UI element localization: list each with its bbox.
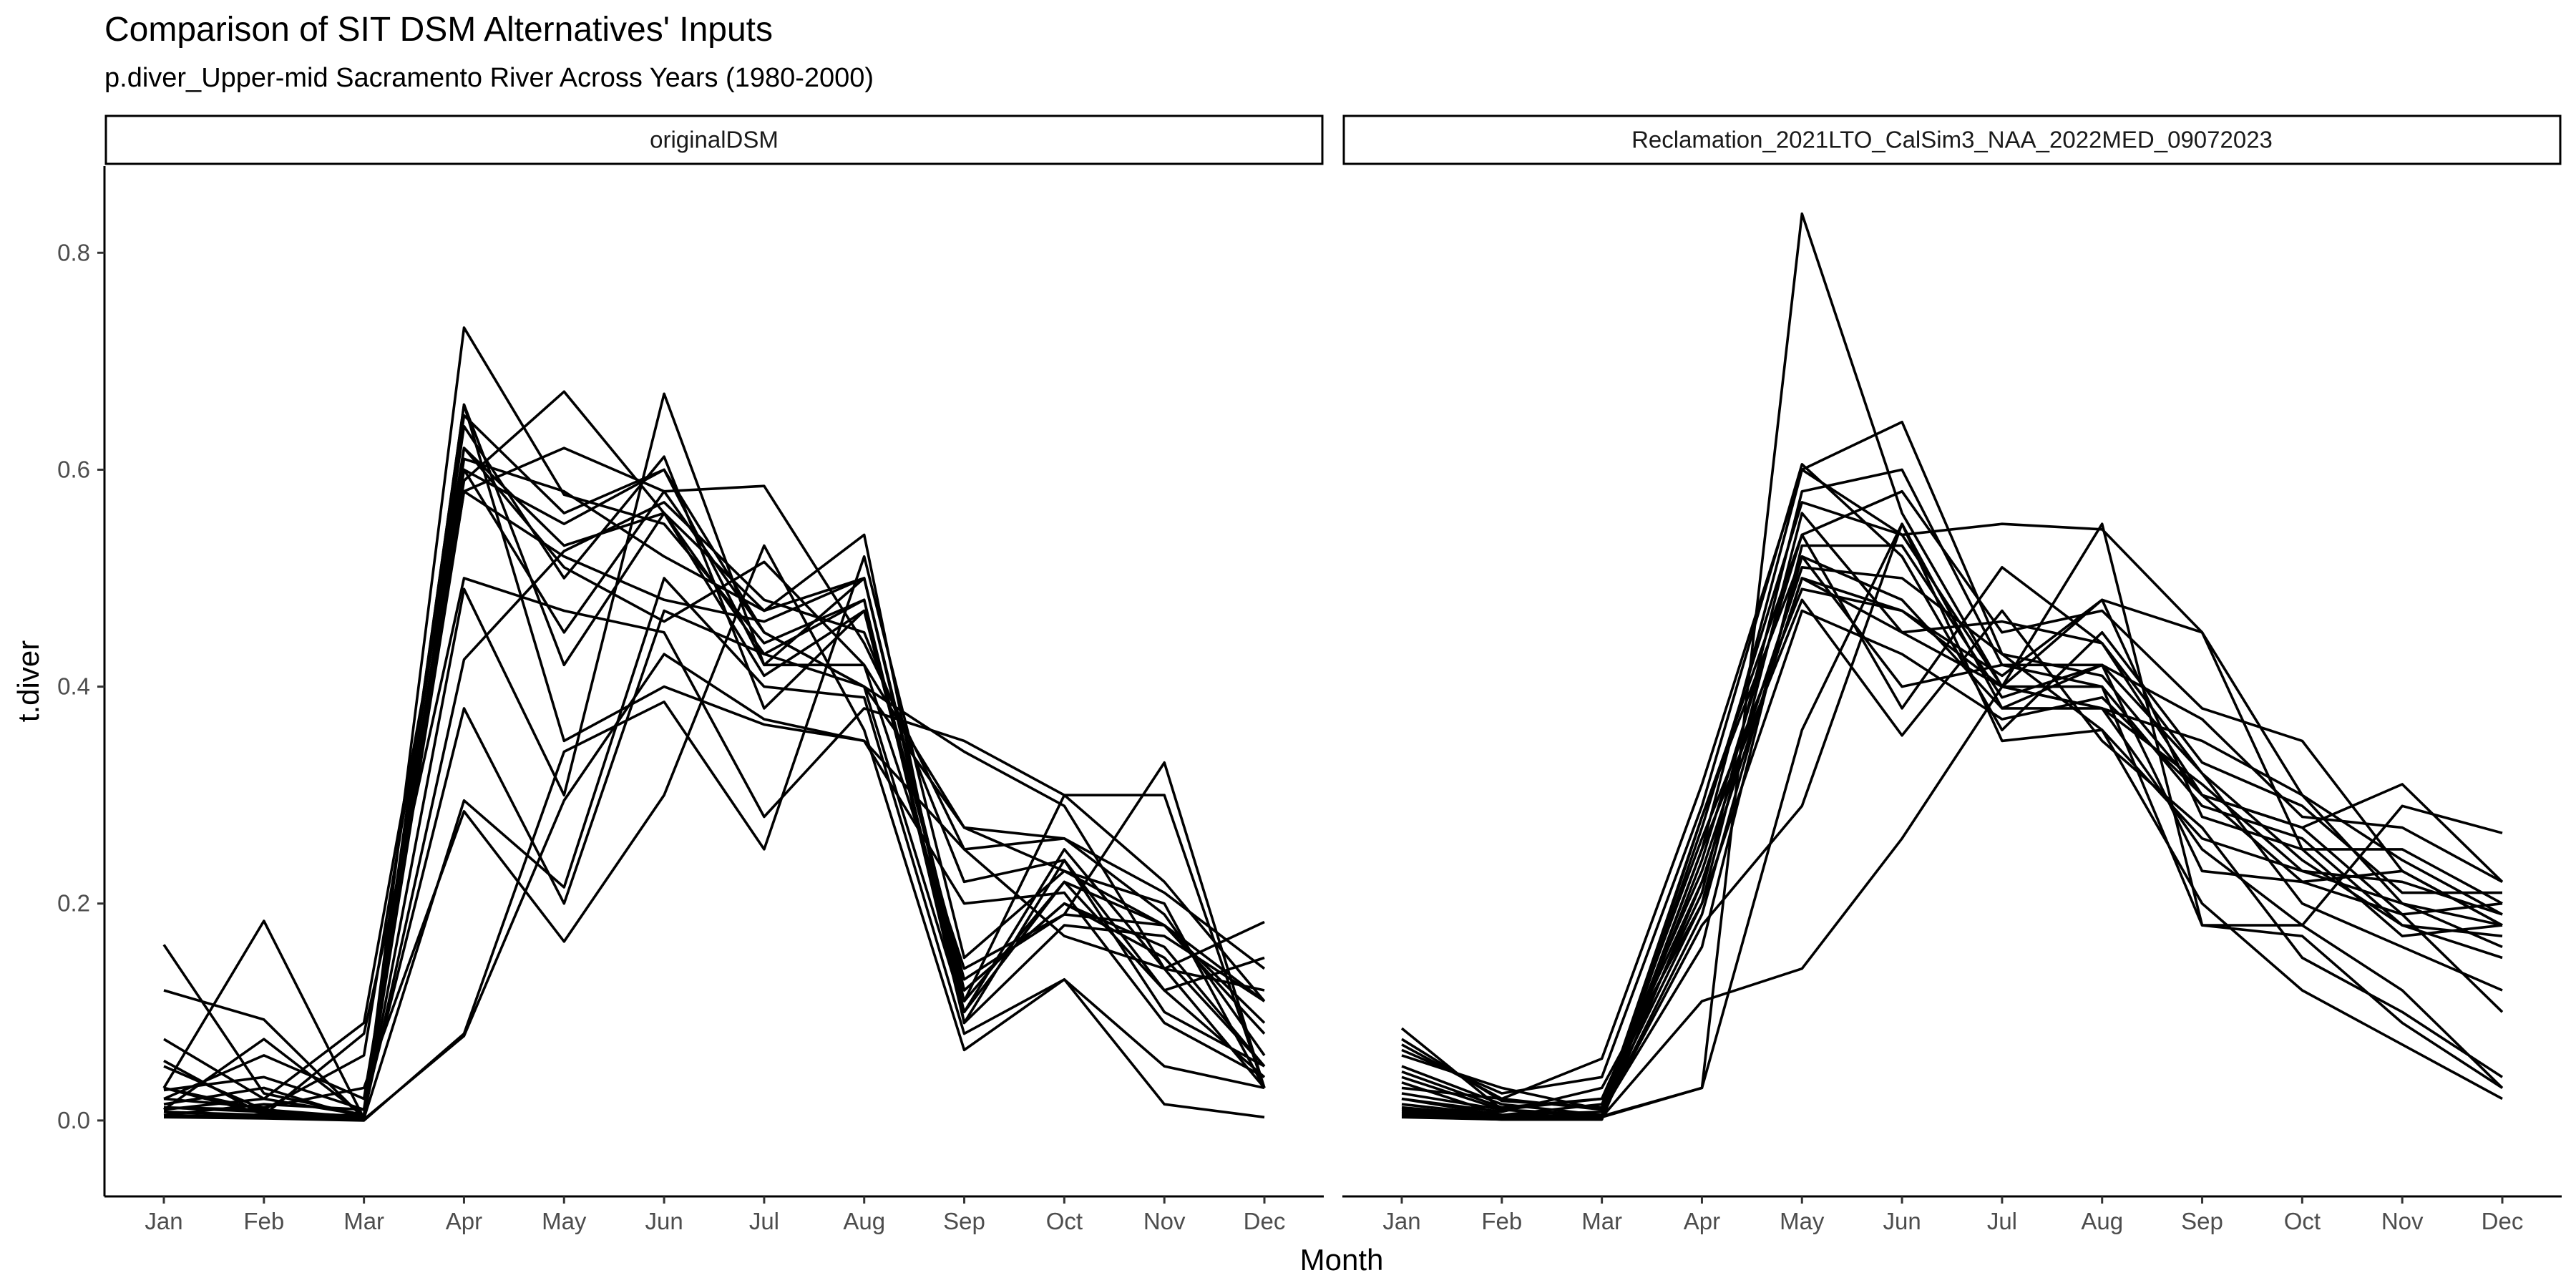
series-line-14 [163, 577, 1265, 1120]
y-tick-label: 0.4 [57, 673, 90, 700]
x-tick-label: Jul [749, 1208, 779, 1234]
series-line-12 [1401, 555, 2503, 1119]
facet-panel-1: originalDSM 0.0 0.2 0.4 0.6 0.8 Jan Feb Mar Apr Ma… [57, 114, 1324, 1234]
series-line-18 [1401, 609, 2503, 1113]
x-tick-label: Jan [1382, 1208, 1420, 1234]
x-tick-label: Aug [2081, 1208, 2123, 1234]
series-line-17 [1401, 577, 2503, 1121]
x-tick-label: May [1780, 1208, 1825, 1234]
x-tick-label: Nov [1143, 1208, 1186, 1234]
series-line-9 [1401, 544, 2503, 1117]
series-line-18 [163, 457, 1265, 1118]
series-line-19 [163, 414, 1266, 1120]
series-line-1 [1400, 212, 2503, 1119]
series-line-8 [162, 392, 1266, 1118]
series-line-12 [163, 577, 1266, 1117]
series-line-15 [1401, 501, 2504, 1121]
facet-strip-label: originalDSM [650, 127, 779, 153]
chart-title: Comparison of SIT DSM Alternatives' Inpu… [104, 11, 774, 49]
facet-panel-2: Reclamation_2021LTO_CalSim3_NAA_2022MED_… [1342, 114, 2562, 1234]
x-tick-label: Oct [2284, 1208, 2321, 1234]
x-tick-label: Aug [843, 1208, 885, 1234]
series-line-19 [1401, 565, 2503, 1109]
x-tick-label: Apr [446, 1208, 482, 1234]
x-tick-label: Mar [343, 1208, 384, 1234]
facet-strip [1342, 114, 2562, 165]
x-tick-label: Dec [2482, 1208, 2524, 1234]
x-tick-label: Jun [645, 1208, 683, 1234]
x-tick-label: Mar [1581, 1208, 1622, 1234]
series-line-10 [1401, 685, 2503, 1119]
x-tick-label: Oct [1046, 1208, 1083, 1234]
series-line-3 [1401, 489, 2503, 1111]
facet-strip [104, 114, 1324, 165]
x-tick-label: Feb [1481, 1208, 1522, 1234]
series-line-5 [1401, 577, 2503, 1111]
y-tick-label: 0.0 [57, 1107, 90, 1133]
x-tick-label: Apr [1684, 1208, 1720, 1234]
x-tick-label: May [542, 1208, 587, 1234]
x-tick-label: Nov [2381, 1208, 2424, 1234]
x-axis-title: Month [1300, 1243, 1384, 1277]
series-line-6 [1401, 468, 2503, 1117]
y-tick-label: 0.6 [57, 456, 90, 482]
series-line-20 [1401, 462, 2502, 1095]
x-tick-label: Dec [1244, 1208, 1286, 1234]
y-axis-title: t.diver [11, 640, 45, 722]
x-tick-label: Jun [1883, 1208, 1921, 1234]
x-tick-label: Sep [943, 1208, 985, 1234]
facet-strip-label: Reclamation_2021LTO_CalSim3_NAA_2022MED_… [1631, 127, 2273, 153]
x-tick-label: Jan [145, 1208, 182, 1234]
chart-subtitle: p.diver_Upper-mid Sacramento River Acros… [104, 63, 874, 93]
series-line-16 [163, 555, 1266, 1122]
series-line-7 [1401, 512, 2504, 1111]
series-line-21 [1401, 587, 2503, 1109]
x-tick-label: Sep [2181, 1208, 2223, 1234]
series-line-4 [163, 447, 1266, 1120]
y-tick-label: 0.2 [57, 890, 90, 917]
series-line-21 [163, 489, 1266, 1120]
x-tick-label: Feb [243, 1208, 284, 1234]
x-tick-label: Jul [1987, 1208, 2017, 1234]
y-tick-label: 0.8 [57, 239, 90, 265]
series-line-15 [163, 544, 1265, 1119]
facets-layer: originalDSM 0.0 0.2 0.4 0.6 0.8 Jan Feb Mar Apr Ma… [57, 114, 2562, 1234]
